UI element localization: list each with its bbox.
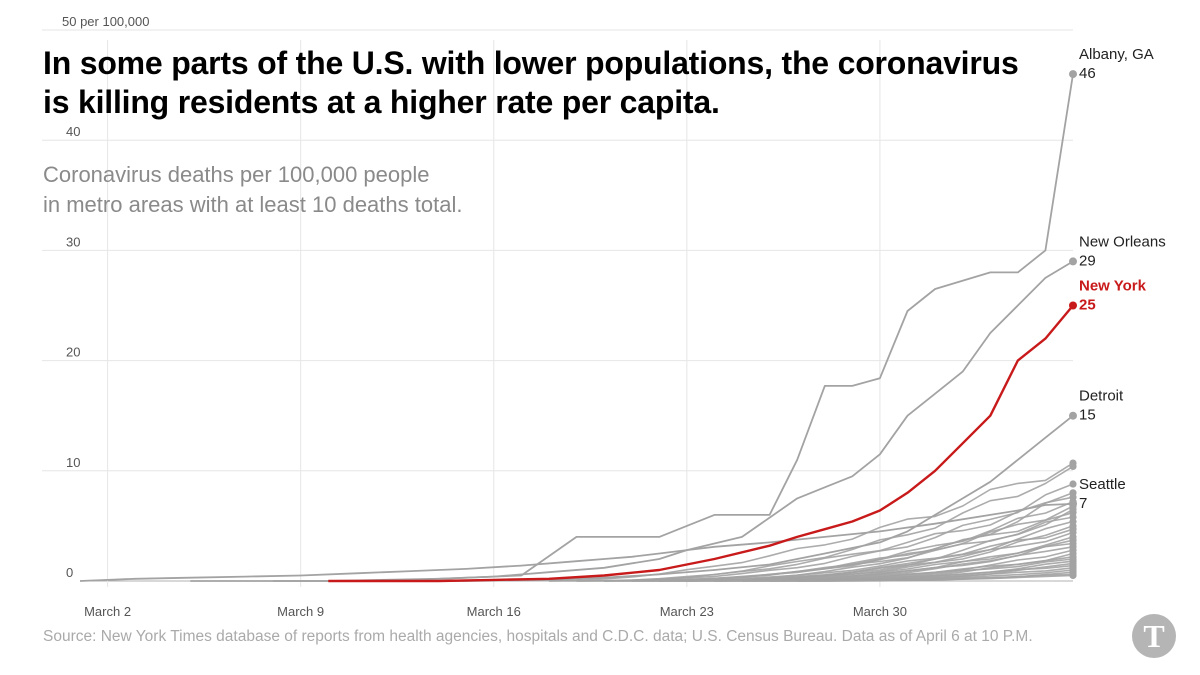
y-tick-label: 50 per 100,000 bbox=[62, 14, 149, 29]
series-name-label: Seattle bbox=[1079, 476, 1126, 493]
metro-series-line bbox=[631, 500, 1074, 582]
series-value-label: 29 bbox=[1079, 252, 1096, 269]
series-end-dot bbox=[1069, 70, 1077, 79]
series-name-label: Detroit bbox=[1079, 388, 1124, 405]
y-tick-label: 40 bbox=[66, 124, 80, 139]
y-tick-label: 0 bbox=[66, 565, 73, 580]
nyt-logo: T bbox=[1132, 614, 1176, 658]
subtitle-line: in metro areas with at least 10 deaths t… bbox=[43, 192, 463, 217]
series-line bbox=[328, 414, 1074, 582]
y-tick-label: 10 bbox=[66, 455, 80, 470]
series-value-label: 7 bbox=[1079, 495, 1087, 512]
series-labels: Albany, GA 46 New Orleans 29 Detroit 15 Seattl… bbox=[1079, 46, 1166, 512]
series-line bbox=[273, 73, 1074, 582]
series-line bbox=[190, 260, 1074, 582]
series-end-dot bbox=[1069, 257, 1077, 266]
series-line bbox=[79, 503, 1074, 582]
series-name-label: New Orleans bbox=[1079, 233, 1166, 250]
series-name-label: Albany, GA bbox=[1079, 46, 1154, 63]
x-tick-label: March 9 bbox=[277, 604, 324, 619]
x-tick-label: March 23 bbox=[660, 604, 714, 619]
metro-series-line bbox=[659, 511, 1074, 582]
y-tick-label: 30 bbox=[66, 234, 80, 249]
series-end-dot bbox=[1069, 499, 1077, 508]
x-tick-label: March 2 bbox=[84, 604, 131, 619]
series-value-label: 25 bbox=[1079, 297, 1096, 314]
x-tick-label: March 16 bbox=[467, 604, 521, 619]
subtitle-line: Coronavirus deaths per 100,000 people bbox=[43, 162, 430, 187]
series-value-label: 15 bbox=[1079, 407, 1096, 424]
other-metro-series bbox=[548, 459, 1077, 582]
y-tick-label: 20 bbox=[66, 345, 80, 360]
metro-series-line bbox=[797, 574, 1074, 582]
series-value-label: 46 bbox=[1079, 65, 1096, 82]
x-tick-label: March 30 bbox=[853, 604, 907, 619]
chart-title: In some parts of the U.S. with lower pop… bbox=[43, 45, 1019, 120]
source-note: Source: New York Times database of repor… bbox=[43, 628, 1033, 645]
metro-series-line bbox=[604, 516, 1074, 582]
series-end-dot bbox=[1069, 301, 1077, 310]
series-line bbox=[328, 304, 1074, 583]
series-end-dot bbox=[1069, 411, 1077, 420]
chart-subtitle: Coronavirus deaths per 100,000 people in… bbox=[43, 160, 603, 220]
series-end-dot bbox=[1069, 480, 1077, 488]
metro-series-line bbox=[604, 496, 1074, 582]
series-name-label: New York bbox=[1079, 278, 1147, 295]
series-end-dot bbox=[1069, 571, 1077, 580]
labeled-metro-series bbox=[79, 70, 1077, 583]
series-end-dot bbox=[1069, 462, 1077, 470]
